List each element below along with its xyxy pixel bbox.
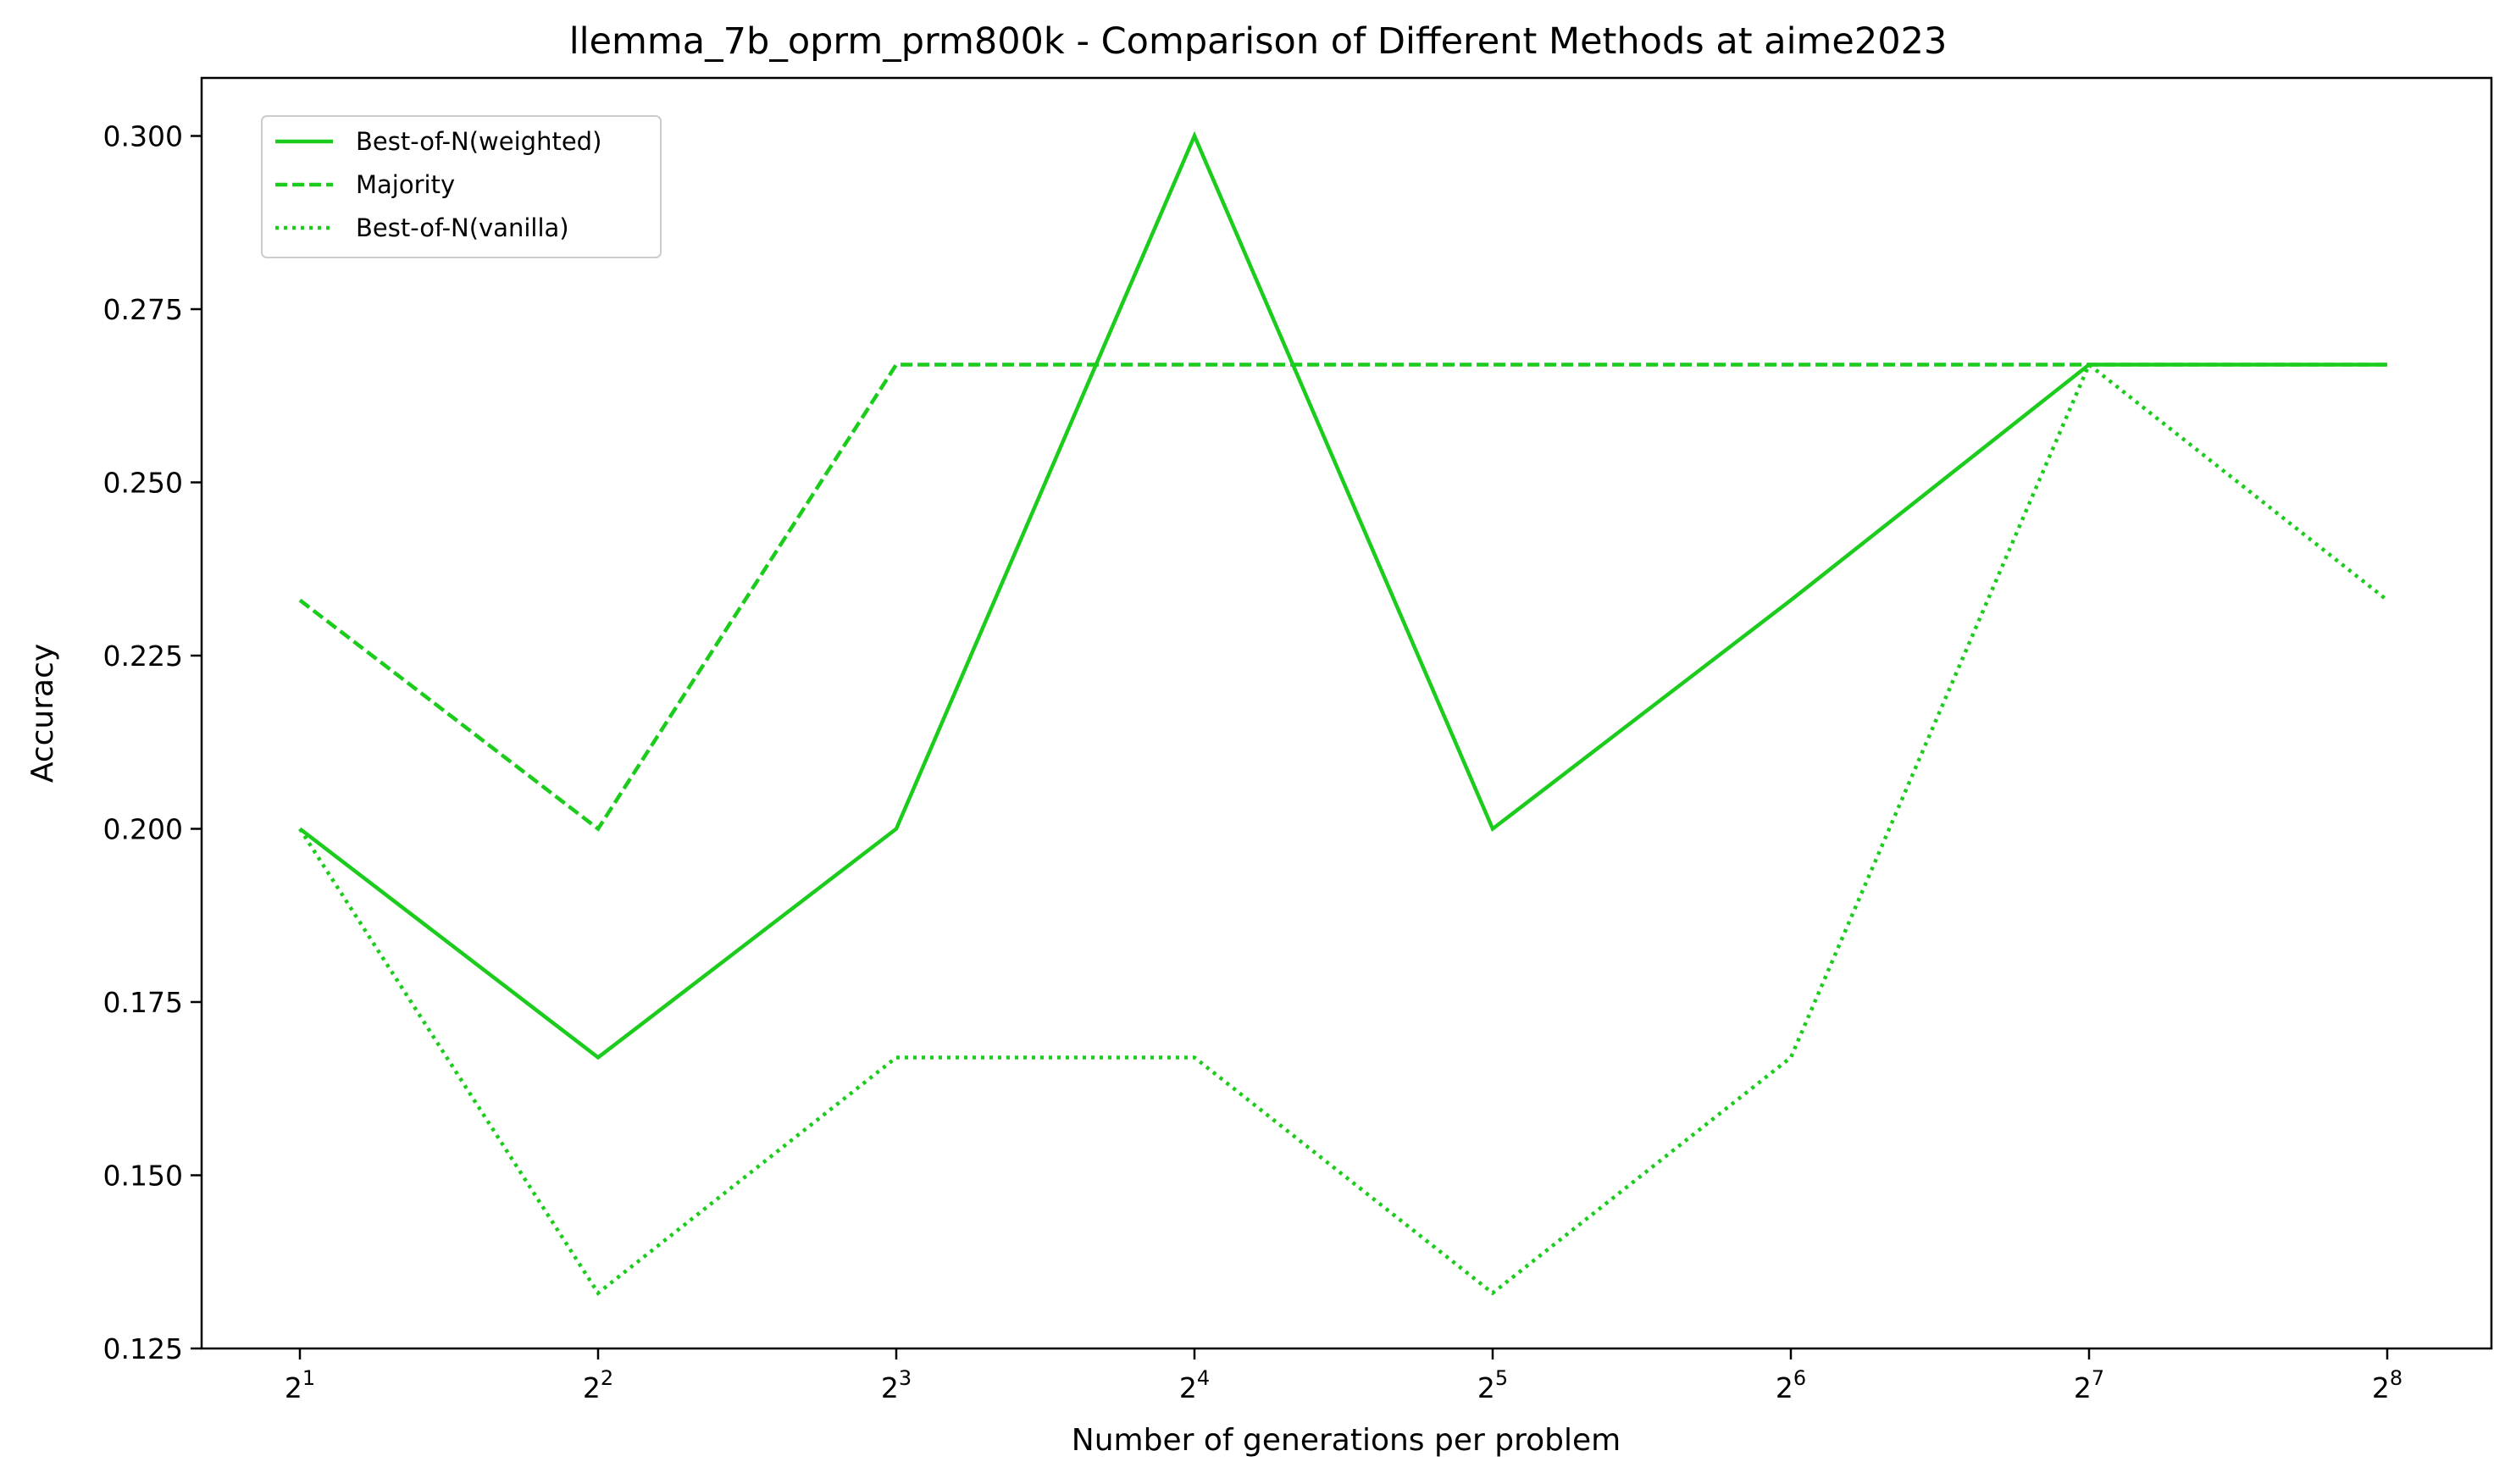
x-tick-base: 2 — [2074, 1371, 2092, 1404]
y-axis-label: Accuracy — [25, 644, 60, 783]
x-tick-exponent: 7 — [2092, 1366, 2104, 1390]
x-tick-exponent: 3 — [899, 1366, 912, 1390]
y-tick-label: 0.250 — [103, 467, 183, 500]
x-tick-label: 24 — [1179, 1366, 1210, 1404]
y-tick-label: 0.225 — [103, 640, 183, 673]
x-axis: 21 22 23 24 25 26 27 28 — [285, 1348, 2402, 1404]
plot-frame — [200, 76, 2493, 1350]
x-tick-label: 26 — [1776, 1366, 1806, 1404]
x-tick-base: 2 — [1776, 1371, 1793, 1404]
series-line — [298, 361, 2389, 1296]
series-0 — [298, 130, 2387, 1060]
series-line — [298, 363, 2387, 832]
data-point — [2385, 598, 2390, 603]
legend-box — [261, 115, 662, 258]
x-tick-base: 2 — [2372, 1371, 2390, 1404]
y-tick-label: 0.175 — [103, 986, 183, 1019]
legend-label: Best-of-N(weighted) — [356, 127, 601, 156]
x-tick-exponent: 1 — [302, 1366, 315, 1390]
chart-title: llemma_7b_oprm_prm800k - Comparison of D… — [569, 20, 1948, 63]
x-tick-label: 22 — [583, 1366, 613, 1404]
series-2 — [298, 361, 2390, 1296]
x-axis-label: Number of generations per problem — [1072, 1423, 1621, 1458]
y-tick-label: 0.275 — [103, 293, 183, 326]
x-tick-label: 21 — [285, 1366, 315, 1404]
y-tick-label: 0.125 — [103, 1332, 183, 1365]
x-tick-exponent: 8 — [2390, 1366, 2402, 1390]
series-line — [298, 130, 2387, 1060]
x-tick-exponent: 5 — [1495, 1366, 1508, 1390]
y-tick-label: 0.200 — [103, 813, 183, 846]
legend: Best-of-N(weighted) Majority Best-of-N(van… — [261, 115, 662, 258]
y-tick-label: 0.150 — [103, 1160, 183, 1193]
legend-label: Majority — [356, 170, 455, 199]
x-tick-label: 27 — [2074, 1366, 2104, 1404]
x-tick-exponent: 6 — [1793, 1366, 1806, 1390]
x-tick-label: 25 — [1477, 1366, 1508, 1404]
x-tick-base: 2 — [881, 1371, 899, 1404]
series-layer — [298, 130, 2390, 1296]
x-tick-base: 2 — [1477, 1371, 1495, 1404]
y-tick-label: 0.300 — [103, 120, 183, 153]
x-tick-label: 28 — [2372, 1366, 2402, 1404]
x-tick-exponent: 2 — [601, 1366, 613, 1390]
series-1 — [298, 363, 2387, 832]
x-tick-label: 23 — [881, 1366, 912, 1404]
x-tick-base: 2 — [1179, 1371, 1197, 1404]
x-tick-exponent: 4 — [1197, 1366, 1210, 1390]
legend-label: Best-of-N(vanilla) — [356, 213, 569, 242]
x-tick-base: 2 — [285, 1371, 302, 1404]
y-axis: 0.125 0.150 0.175 0.200 0.225 0.250 0.275 0.300 — [103, 120, 202, 1365]
x-tick-base: 2 — [583, 1371, 601, 1404]
